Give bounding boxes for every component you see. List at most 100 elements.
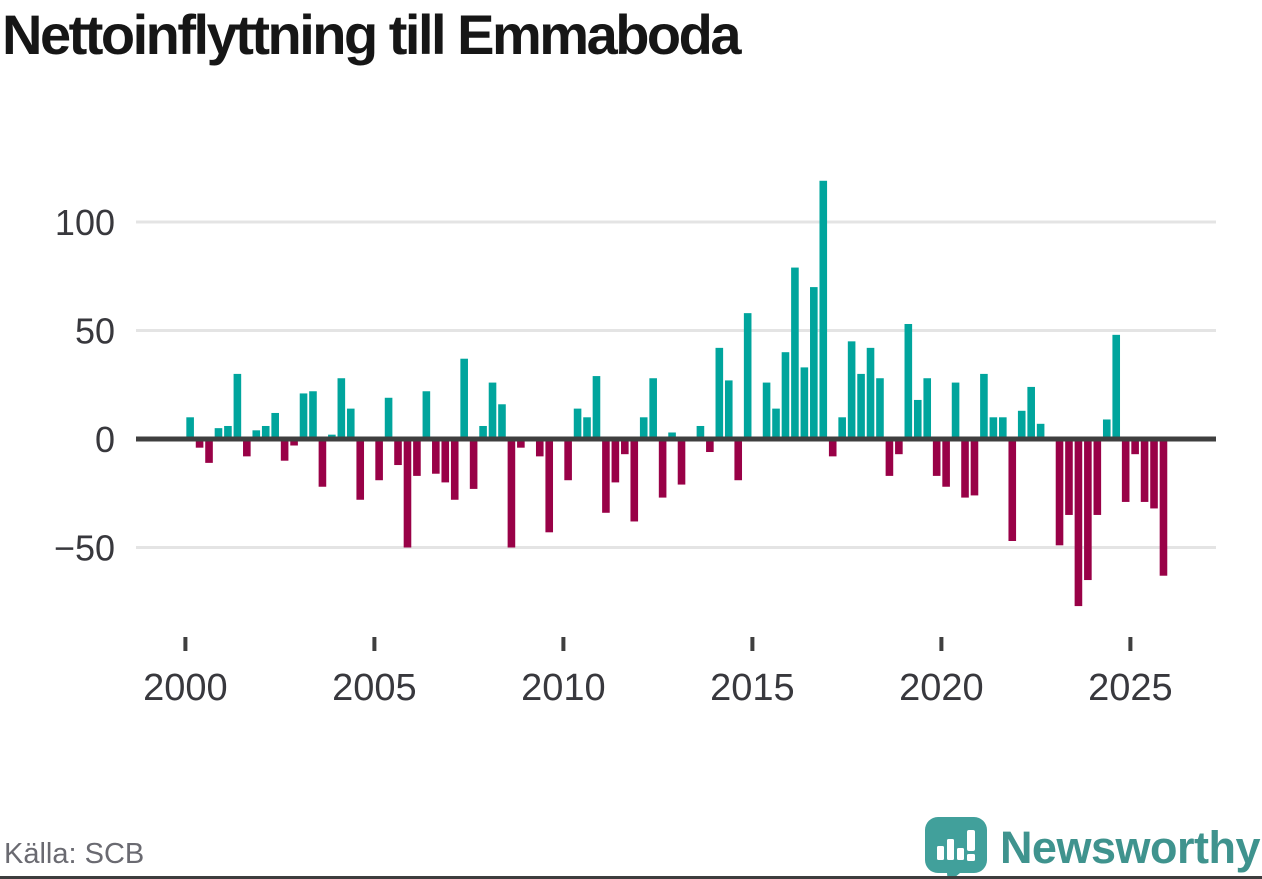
- bar-q64: [791, 267, 799, 439]
- net-migration-bar-chart: 100 50 0 −50 2000 2005 2010 2015 2020 2025: [54, 180, 1216, 709]
- bottom-border: [0, 876, 1262, 879]
- bar-q44: [602, 439, 610, 513]
- bar-q69: [838, 417, 846, 439]
- bar-q40: [564, 439, 572, 481]
- bar-q7: [252, 430, 261, 439]
- newsworthy-logo-text: Newsworthy: [999, 822, 1261, 873]
- bar-q88: [1017, 410, 1026, 439]
- bar-q16: [337, 378, 346, 439]
- bar-q77: [913, 399, 922, 439]
- y-tick-label-100: 100: [55, 202, 115, 243]
- bar-q72: [866, 347, 875, 439]
- bar-q59: [743, 313, 752, 439]
- gridline-y-100: [136, 220, 1216, 224]
- zero-axis-line: [136, 436, 1216, 442]
- bar-q70: [847, 341, 856, 439]
- x-tick-mark-2005: [372, 637, 377, 651]
- bar-q0: [186, 417, 194, 439]
- bar-q25: [422, 391, 431, 439]
- bar-q101: [1140, 439, 1149, 502]
- bar-q9: [271, 412, 279, 439]
- bar-q66: [810, 287, 818, 439]
- bar-q82: [961, 439, 969, 498]
- zero-axis-line: [136, 436, 1216, 442]
- bar-q63: [781, 352, 790, 439]
- bar-q80: [942, 439, 950, 487]
- bar-q81: [951, 382, 960, 439]
- bar-q13: [309, 391, 317, 439]
- bar-q6: [243, 439, 251, 457]
- bars: [186, 180, 1168, 607]
- x-tick-label-2025: 2025: [1088, 667, 1173, 709]
- bar-q73: [876, 378, 884, 439]
- x-tick-mark-2025: [1128, 637, 1133, 651]
- x-tick-label-2000: 2000: [143, 667, 228, 709]
- bar-q68: [828, 439, 837, 457]
- gridlines: [136, 220, 1216, 549]
- bar-q79: [932, 439, 941, 476]
- bar-q62: [772, 408, 780, 439]
- x-tick-mark-2015: [750, 637, 755, 651]
- bar-q99: [1121, 439, 1130, 502]
- bar-q86: [999, 417, 1007, 439]
- bar-q76: [904, 323, 913, 439]
- bar-q14: [318, 439, 327, 487]
- bar-q35: [517, 439, 525, 448]
- bar-q49: [649, 378, 657, 439]
- bar-q8: [261, 425, 270, 439]
- bar-q43: [592, 376, 601, 439]
- gridline-y--50: [136, 546, 1216, 549]
- bar-q65: [800, 367, 809, 439]
- bar-q17: [346, 408, 355, 439]
- bar-q98: [1112, 334, 1121, 439]
- x-axis-ticks: 2000 2005 2010 2015 2020 2025: [143, 637, 1173, 709]
- bar-q29: [460, 358, 468, 439]
- bar-q78: [923, 378, 932, 439]
- bar-q27: [441, 439, 450, 483]
- bar-q103: [1159, 439, 1168, 576]
- source-caption: Källa: SCB: [4, 838, 145, 870]
- bar-q5: [233, 373, 242, 439]
- bar-q28: [450, 439, 459, 500]
- y-axis-tick-labels: 100 50 0 −50: [54, 202, 115, 569]
- x-tick-mark-2010: [561, 637, 566, 651]
- bar-q47: [630, 439, 639, 522]
- bar-q21: [384, 397, 393, 439]
- bar-q48: [639, 417, 648, 439]
- bar-q97: [1102, 419, 1111, 439]
- bar-q42: [583, 417, 591, 439]
- bar-q1: [195, 439, 204, 448]
- bar-q71: [857, 373, 865, 439]
- bar-q93: [1065, 439, 1073, 515]
- newsworthy-speech-bubble-bar-chart-icon: [924, 817, 987, 879]
- bar-q75: [895, 439, 903, 455]
- bar-q67: [819, 180, 828, 439]
- bar-q18: [356, 439, 365, 500]
- bar-q56: [715, 347, 724, 439]
- bar-q20: [375, 439, 383, 481]
- newsworthy-logo: Newsworthy: [924, 816, 1262, 879]
- bar-q30: [469, 439, 478, 489]
- gridline-y-50: [136, 329, 1216, 332]
- bar-q34: [507, 439, 516, 548]
- bar-q102: [1150, 439, 1158, 509]
- x-tick-label-2010: 2010: [521, 667, 606, 709]
- bar-q11: [290, 439, 298, 446]
- x-tick-label-2005: 2005: [332, 667, 417, 709]
- x-tick-label-2020: 2020: [899, 667, 984, 709]
- bar-q95: [1084, 439, 1092, 581]
- bar-q2: [205, 439, 213, 463]
- bar-q74: [885, 439, 894, 476]
- bar-q58: [734, 439, 743, 481]
- x-tick-mark-2020: [939, 637, 944, 651]
- bar-q89: [1027, 386, 1035, 439]
- bar-q31: [479, 425, 487, 439]
- bar-q4: [224, 425, 232, 439]
- bar-q100: [1131, 439, 1139, 455]
- bar-q38: [545, 439, 554, 533]
- bar-q22: [394, 439, 402, 466]
- bar-q33: [498, 404, 506, 439]
- bar-q24: [413, 439, 421, 476]
- bar-q3: [214, 428, 223, 439]
- y-tick-label-0: 0: [95, 419, 115, 460]
